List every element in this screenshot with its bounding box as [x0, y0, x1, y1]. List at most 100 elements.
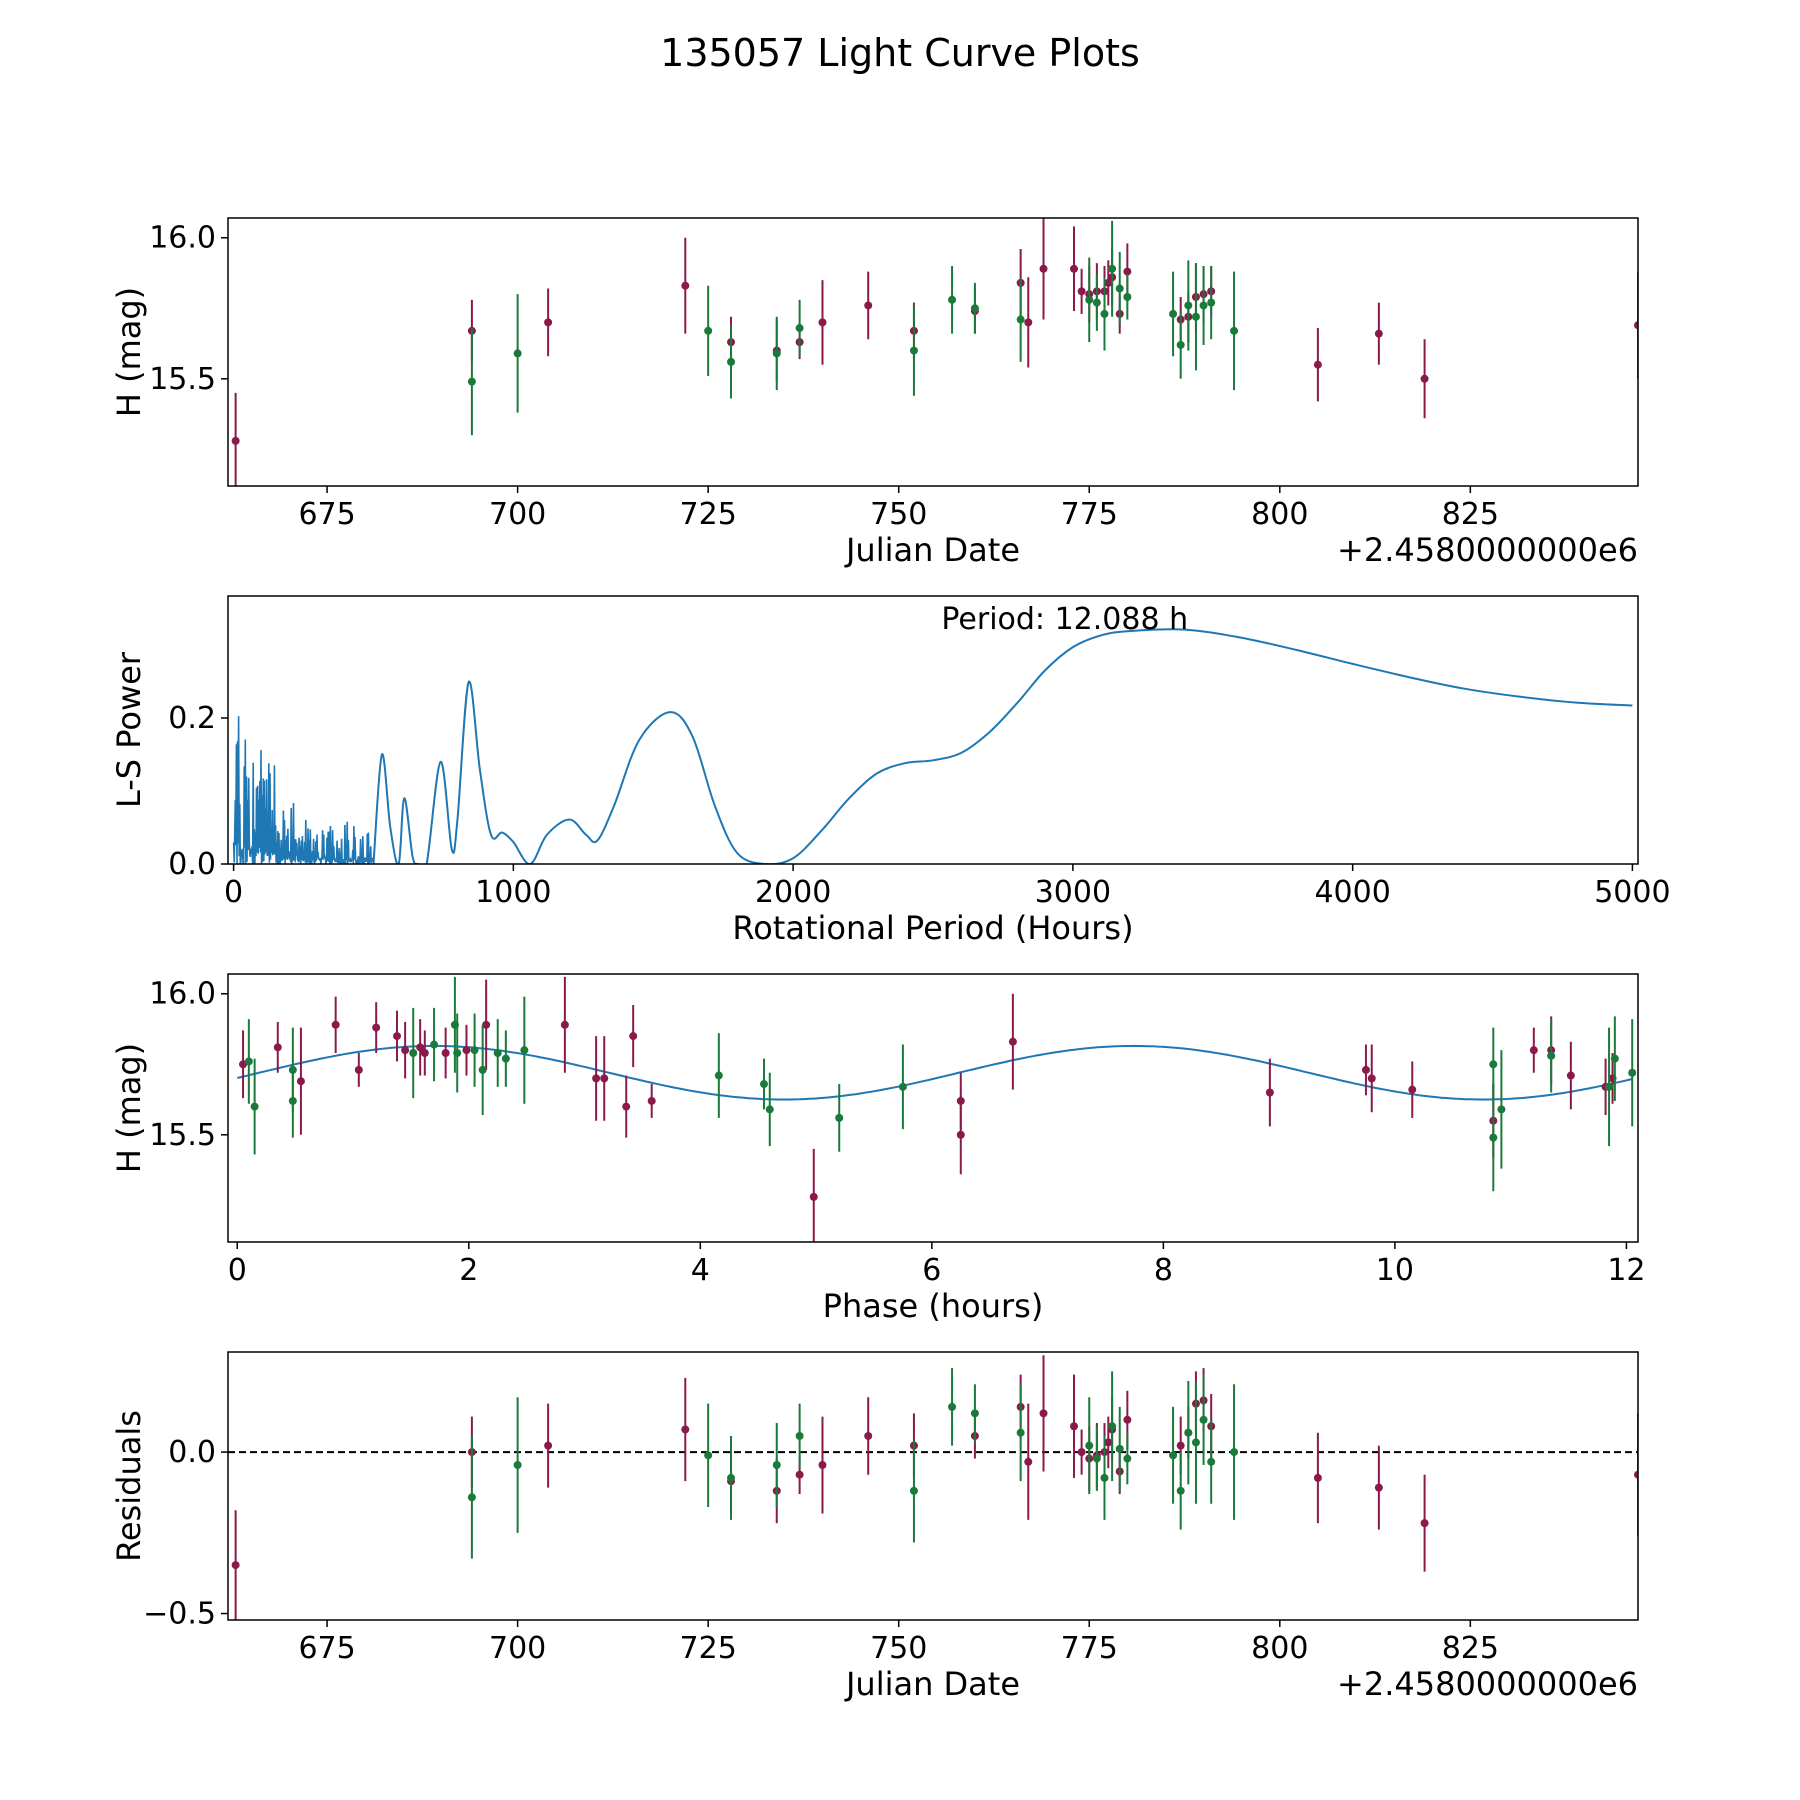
phase-plot-area [237, 976, 1637, 1242]
data-point [1374, 302, 1383, 365]
data-marker [1077, 1448, 1086, 1457]
data-marker [1199, 301, 1208, 310]
data-marker [401, 1046, 410, 1055]
data-point [647, 1084, 656, 1118]
data-point [1176, 1452, 1185, 1530]
data-marker [231, 436, 240, 445]
lightcurve-series-band_a [231, 218, 1638, 486]
data-marker [430, 1040, 439, 1049]
data-marker [765, 1105, 774, 1114]
data-point [864, 271, 873, 340]
y-tick-label: 0.0 [168, 1435, 216, 1470]
y-axis-label: Residuals [110, 1410, 148, 1562]
data-point [1108, 220, 1117, 317]
data-marker [795, 1470, 804, 1479]
data-marker [231, 1561, 240, 1570]
data-marker [1489, 1133, 1498, 1142]
data-marker [818, 1461, 827, 1470]
data-marker [772, 349, 781, 358]
x-axis-label: Rotational Period (Hours) [732, 909, 1133, 947]
x-tick-label: 700 [489, 497, 546, 532]
data-marker [331, 1020, 340, 1029]
data-marker [467, 1493, 476, 1502]
data-marker [864, 1431, 873, 1440]
data-marker [1092, 1454, 1101, 1463]
data-point [1361, 1044, 1370, 1096]
data-marker [1039, 1409, 1048, 1418]
data-marker [1039, 264, 1048, 273]
data-point [1077, 268, 1086, 314]
data-marker [453, 1048, 462, 1057]
data-marker [462, 1046, 471, 1055]
data-marker [647, 1096, 656, 1105]
data-point [1230, 1384, 1239, 1520]
data-point [1123, 1432, 1132, 1485]
data-marker [1016, 315, 1025, 324]
data-point [704, 1403, 713, 1507]
data-marker [288, 1065, 297, 1074]
data-point [765, 1072, 774, 1147]
data-marker [1104, 1438, 1113, 1447]
data-point [1497, 1050, 1506, 1169]
data-marker [493, 1048, 502, 1057]
data-point [1085, 257, 1094, 343]
data-marker [482, 1020, 491, 1029]
y-tick-label: −0.5 [143, 1597, 216, 1632]
data-point [1420, 339, 1429, 419]
data-marker [467, 377, 476, 386]
x-tick-label: 0 [228, 1253, 247, 1288]
data-point [462, 1024, 471, 1076]
data-marker [1566, 1071, 1575, 1080]
data-point [795, 1403, 804, 1469]
data-marker [1169, 309, 1178, 318]
x-tick-label: 12 [1607, 1253, 1645, 1288]
data-point [231, 392, 240, 486]
data-marker [1497, 1105, 1506, 1114]
data-marker [1016, 1428, 1025, 1437]
data-marker [393, 1032, 402, 1041]
data-point [629, 1005, 638, 1068]
data-point [727, 325, 736, 399]
x-tick-label: 6 [922, 1253, 941, 1288]
x-tick-label: 775 [1061, 497, 1118, 532]
data-marker [1420, 1519, 1429, 1528]
data-point [1092, 1426, 1101, 1491]
data-marker [1008, 1037, 1017, 1046]
x-tick-label: 800 [1251, 1631, 1308, 1666]
data-point [482, 979, 491, 1070]
data-point [1169, 271, 1178, 357]
data-point [493, 1019, 502, 1087]
data-point [273, 1021, 282, 1073]
data-marker [1529, 1046, 1538, 1055]
y-axis-label: L-S Power [110, 651, 148, 808]
data-marker [1420, 374, 1429, 383]
x-tick-label: 800 [1251, 497, 1308, 532]
data-marker [970, 304, 979, 313]
data-marker [1169, 1451, 1178, 1460]
x-tick-label: 675 [298, 1631, 355, 1666]
data-point [1039, 1355, 1048, 1472]
data-point [560, 976, 569, 1073]
periodogram-noise-line [232, 716, 375, 864]
data-marker [948, 295, 957, 304]
data-point [795, 299, 804, 357]
x-tick-label: 4 [691, 1253, 710, 1288]
data-point [372, 1002, 381, 1053]
data-point [1191, 263, 1200, 371]
data-marker [1184, 301, 1193, 310]
x-axis-label: Julian Date [844, 531, 1020, 569]
data-marker [1108, 1422, 1117, 1431]
data-point [1265, 1058, 1274, 1127]
data-point [1123, 274, 1132, 320]
data-marker [372, 1023, 381, 1032]
data-marker [354, 1065, 363, 1074]
residuals-frame [227, 1351, 1639, 1621]
x-tick-label: 10 [1376, 1253, 1414, 1288]
x-tick-label: 750 [870, 1631, 927, 1666]
data-marker [1634, 321, 1638, 330]
data-point [1547, 1019, 1556, 1093]
data-point [681, 237, 690, 334]
data-marker [948, 1402, 957, 1411]
x-tick-label: 825 [1442, 497, 1499, 532]
data-point [1008, 993, 1017, 1090]
